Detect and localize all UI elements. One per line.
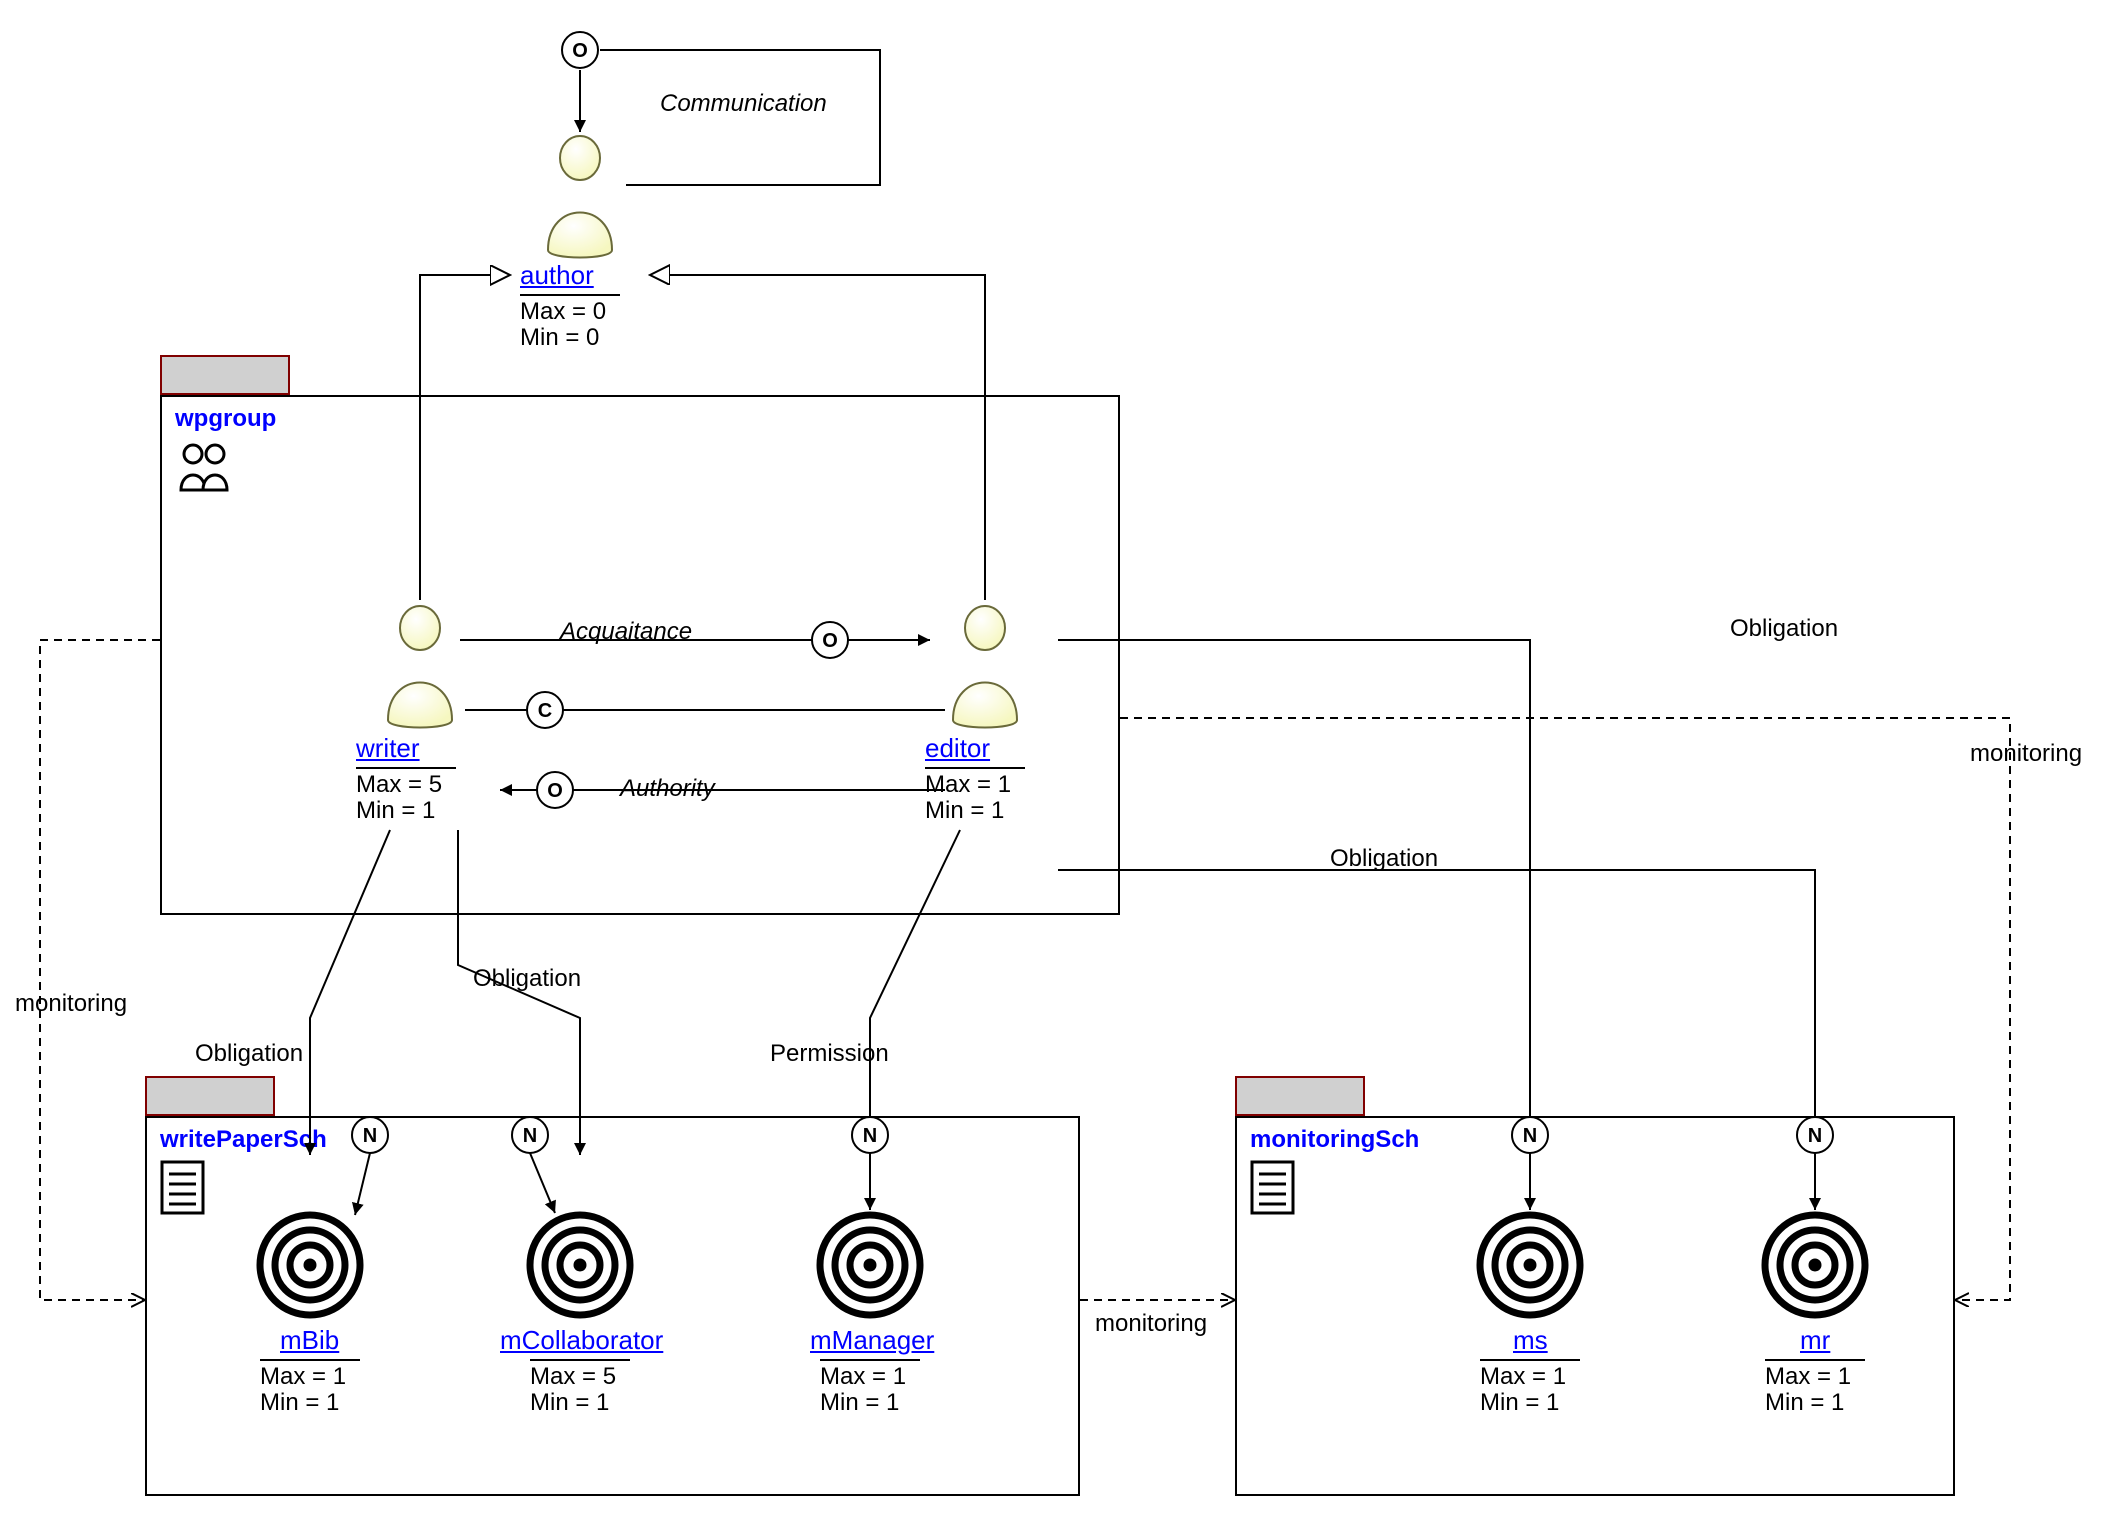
mission-ms-min: Min = 1 [1480, 1389, 1559, 1417]
editor-min: Min = 1 [925, 797, 1004, 825]
mission-mr-min: Min = 1 [1765, 1389, 1844, 1417]
author-min: Min = 0 [520, 324, 599, 352]
obligation-label-ms: Obligation [1730, 615, 1838, 643]
monitoring-label-left: monitoring [15, 990, 127, 1018]
mission-mMgr-min: Min = 1 [820, 1389, 899, 1417]
badge-O-comm: O [572, 40, 588, 62]
writer-max: Max = 5 [356, 767, 456, 799]
obligation-label-2: Obligation [473, 965, 581, 993]
obligation-label-1: Obligation [195, 1040, 303, 1068]
obligation-label-mr: Obligation [1330, 845, 1438, 873]
mission-mBib-max: Max = 1 [260, 1359, 360, 1391]
scheme-icon-2 [1250, 1160, 1295, 1215]
writepapersch-body [145, 1116, 1080, 1496]
monitoringsch-label: monitoringSch [1250, 1126, 1419, 1154]
monitoringsch-tab [1235, 1076, 1365, 1116]
wpgroup-tab [160, 355, 290, 395]
mission-mColl-min: Min = 1 [530, 1389, 609, 1417]
mission-mr-max: Max = 1 [1765, 1359, 1865, 1391]
monitoring-label-mid: monitoring [1095, 1310, 1207, 1338]
monitoring-label-right: monitoring [1970, 740, 2082, 768]
diagram-canvas: wpgroup writePaperSch monitoringSch [0, 0, 2125, 1536]
authority-label: Authority [620, 775, 715, 803]
writer-min: Min = 1 [356, 797, 435, 825]
mission-mr-link[interactable]: mr [1800, 1325, 1830, 1356]
group-icon [175, 440, 235, 495]
communication-label: Communication [660, 90, 827, 118]
editor-max: Max = 1 [925, 767, 1025, 799]
editor-link[interactable]: editor [925, 733, 990, 764]
writer-link[interactable]: writer [356, 733, 420, 764]
author-max: Max = 0 [520, 294, 620, 326]
mission-ms-max: Max = 1 [1480, 1359, 1580, 1391]
wpgroup-body [160, 395, 1120, 915]
acquaintance-label: Acquaitance [560, 618, 692, 646]
monitoringsch-body [1235, 1116, 1955, 1496]
mission-mColl-max: Max = 5 [530, 1359, 630, 1391]
mission-mBib-min: Min = 1 [260, 1389, 339, 1417]
role-author-icon [548, 136, 612, 258]
author-link[interactable]: author [520, 260, 594, 291]
mission-mColl-link[interactable]: mCollaborator [500, 1325, 663, 1356]
mission-mMgr-link[interactable]: mManager [810, 1325, 934, 1356]
mission-mBib-link[interactable]: mBib [280, 1325, 339, 1356]
scheme-icon [160, 1160, 205, 1215]
mission-ms-link[interactable]: ms [1513, 1325, 1548, 1356]
permission-label: Permission [770, 1040, 889, 1068]
mission-mMgr-max: Max = 1 [820, 1359, 920, 1391]
writepapersch-label: writePaperSch [160, 1126, 327, 1154]
writepapersch-tab [145, 1076, 275, 1116]
wpgroup-label: wpgroup [175, 405, 276, 433]
